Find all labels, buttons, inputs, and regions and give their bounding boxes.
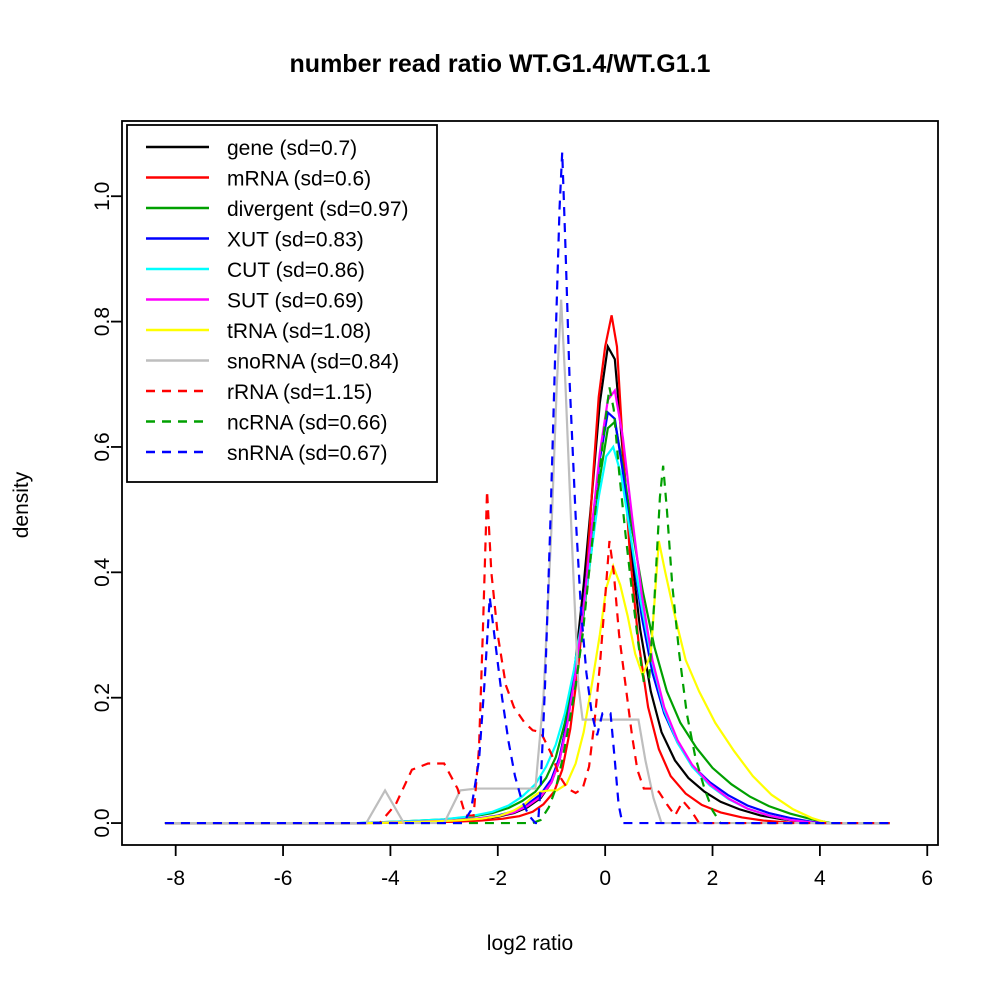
x-axis-label: log2 ratio [487, 932, 573, 955]
series-line-snRNA [164, 152, 890, 825]
plot-frame [121, 120, 939, 846]
legend-label-tRNA: tRNA (sd=1.08) [227, 320, 371, 343]
legend-label-ncRNA: ncRNA (sd=0.66) [227, 412, 388, 435]
legend-label-snRNA: snRNA (sd=0.67) [227, 442, 388, 465]
legend-label-XUT: XUT (sd=0.83) [227, 229, 364, 252]
x-tick-label: 6 [921, 867, 933, 890]
y-tick-label: 0.0 [91, 808, 114, 837]
legend-label-divergent: divergent (sd=0.97) [227, 198, 409, 221]
chart-legend: gene (sd=0.7) mRNA (sd=0.6) divergent (sd=… [126, 124, 438, 483]
series-line-mRNA [164, 315, 890, 825]
legend-label-snoRNA: snoRNA (sd=0.84) [227, 351, 399, 374]
series-line-ncRNA [164, 387, 890, 825]
legend-label-gene: gene (sd=0.7) [227, 137, 357, 160]
y-tick-label: 0.8 [91, 307, 114, 336]
x-tick-label: -8 [166, 867, 185, 890]
y-tick-label: 0.2 [91, 683, 114, 712]
legend-label-mRNA: mRNA (sd=0.6) [227, 168, 371, 191]
series-layer [164, 152, 890, 825]
y-tick-label: 1.0 [91, 182, 114, 211]
x-tick-label: 0 [599, 867, 611, 890]
x-tick-label: 2 [707, 867, 719, 890]
x-tick-label: -2 [488, 867, 507, 890]
y-tick-label: 0.4 [91, 557, 114, 587]
x-tick-label: 4 [814, 867, 826, 890]
x-tick-label: -6 [274, 867, 293, 890]
chart-title: number read ratio WT.G1.4/WT.G1.1 [290, 50, 711, 78]
legend-label-SUT: SUT (sd=0.69) [227, 290, 364, 313]
series-line-divergent [164, 419, 890, 825]
x-tick-label: -4 [381, 867, 400, 890]
legend-label-rRNA: rRNA (sd=1.15) [227, 381, 372, 404]
axes-layer: -8 -6 -4 -2 0 2 4 6 0.0 0.2 0.4 0.6 0.8 1.0 [91, 120, 939, 890]
y-tick-label: 0.6 [91, 432, 114, 461]
y-axis-label: density [10, 471, 33, 538]
legend-label-CUT: CUT (sd=0.86) [227, 259, 365, 282]
